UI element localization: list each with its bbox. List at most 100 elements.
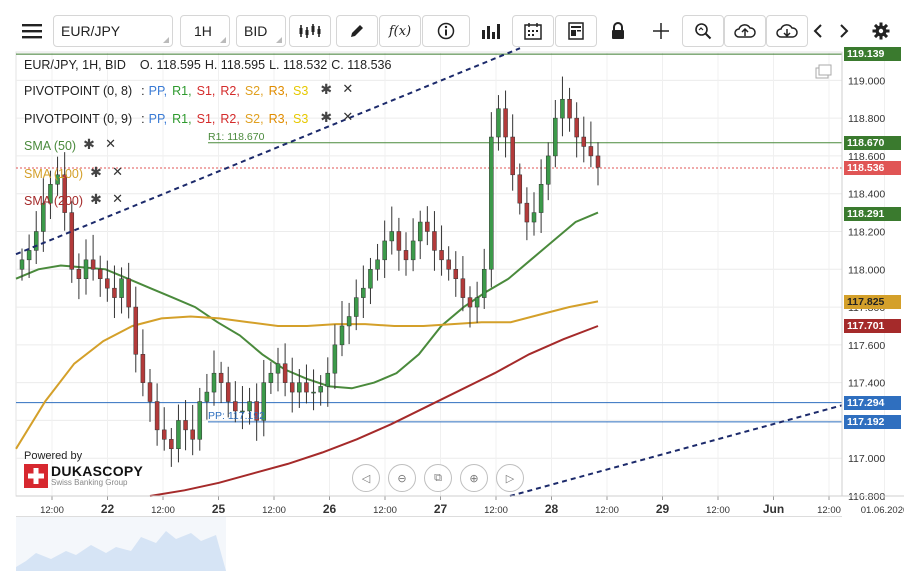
- r1-label: R1,: [172, 112, 192, 126]
- triangle-left-icon: ◁: [361, 471, 371, 485]
- upload-button[interactable]: [724, 15, 766, 47]
- candle-body: [339, 325, 345, 346]
- draw-button[interactable]: [336, 15, 378, 47]
- fit-button[interactable]: ⧉: [424, 464, 452, 492]
- candles: [19, 76, 601, 467]
- brand-block: Powered by DUKASCOPY Swiss Banking Group: [24, 450, 143, 488]
- candle-body: [446, 259, 451, 270]
- side-label: BID: [244, 23, 268, 39]
- y-tick-label: 117.400: [848, 378, 885, 390]
- candle-body: [26, 250, 32, 261]
- candle-body: [176, 420, 181, 450]
- candle-body: [83, 259, 89, 279]
- menu-icon: [22, 24, 42, 39]
- zoom-button[interactable]: [682, 15, 724, 47]
- download-button[interactable]: [766, 15, 808, 47]
- scroll-right-button[interactable]: [834, 15, 854, 47]
- zoom-in-button[interactable]: ⊕: [460, 464, 488, 492]
- info-button[interactable]: [422, 15, 470, 47]
- template-button[interactable]: [555, 15, 597, 47]
- candle-body: [19, 259, 25, 270]
- candle-body: [567, 98, 572, 119]
- candle-body: [318, 386, 323, 393]
- candle-body: [90, 259, 96, 270]
- candle-body: [332, 344, 338, 374]
- indicator-pivot-1[interactable]: PIVOTPOINT (0, 8) : PP, R1, S1, R2, S2, …: [24, 82, 355, 98]
- s2-label: S2,: [244, 84, 264, 98]
- candle-body: [588, 146, 594, 157]
- candle-body: [112, 287, 117, 298]
- indicator-sma200[interactable]: SMA (200): [24, 192, 125, 208]
- crosshair-icon: [653, 23, 669, 39]
- crosshair-button[interactable]: [640, 15, 682, 47]
- close-icon[interactable]: [111, 165, 125, 181]
- y-tick-label: 118.200: [848, 226, 885, 238]
- pp-line-label: PP: 117.192: [208, 410, 266, 422]
- instrument-select[interactable]: EUR/JPY: [53, 15, 173, 47]
- candle-body: [211, 372, 217, 393]
- calendar-button[interactable]: [512, 15, 554, 47]
- sma50-line: [15, 211, 599, 390]
- candle-body: [275, 363, 281, 374]
- price-tag: 118.536: [844, 161, 901, 175]
- r3-label: R3,: [268, 112, 289, 126]
- y-tick-label: 119.000: [848, 75, 885, 87]
- side-select[interactable]: BID: [236, 15, 286, 47]
- powered-by-text: Powered by: [24, 450, 83, 462]
- close-icon[interactable]: [341, 82, 355, 98]
- pan-right-button[interactable]: ▷: [496, 464, 524, 492]
- period-select[interactable]: 1H: [180, 15, 230, 47]
- indicator-sma50[interactable]: SMA (50): [24, 137, 118, 153]
- candle-body: [119, 278, 124, 298]
- y-tick-label: 117.600: [848, 340, 885, 352]
- indicator-name: PIVOTPOINT (0, 9): [24, 112, 133, 126]
- close-icon[interactable]: [341, 110, 355, 126]
- price-tag: 119.139: [844, 47, 901, 62]
- indicator-name: SMA (200): [24, 194, 84, 208]
- pan-left-button[interactable]: ◁: [352, 464, 380, 492]
- scroll-left-button[interactable]: [808, 15, 828, 47]
- candle-body: [126, 278, 131, 308]
- close-icon[interactable]: [111, 192, 125, 208]
- indicator-pivot-2[interactable]: PIVOTPOINT (0, 9) : PP, R1, S1, R2, S2, …: [24, 110, 355, 126]
- pencil-icon: [351, 25, 363, 37]
- gear-icon[interactable]: [320, 82, 334, 98]
- maximize-button[interactable]: [812, 62, 834, 82]
- hamburger-menu-icon[interactable]: [16, 15, 48, 47]
- maximize-icon: [815, 64, 832, 79]
- settings-button[interactable]: [866, 15, 896, 47]
- candle-body: [382, 240, 387, 261]
- chart-type-button[interactable]: [289, 15, 331, 47]
- zoom-out-button[interactable]: ⊖: [388, 464, 416, 492]
- gear-icon[interactable]: [90, 165, 104, 181]
- gear-icon[interactable]: [320, 110, 334, 126]
- candle-body: [169, 439, 174, 450]
- r2-label: R2,: [220, 84, 240, 98]
- candle-body: [33, 231, 39, 251]
- zoom-out-icon: ⊖: [397, 471, 407, 485]
- chart-nav-controls: ◁ ⊖ ⧉ ⊕ ▷: [352, 464, 532, 492]
- gear-icon[interactable]: [83, 137, 97, 153]
- lock-button[interactable]: [597, 15, 639, 47]
- close-icon[interactable]: [104, 137, 118, 153]
- candle-body: [538, 184, 544, 213]
- candle-body: [304, 382, 309, 393]
- chevron-left-icon: [813, 24, 822, 38]
- navigator-strip[interactable]: [16, 516, 842, 571]
- gear-icon[interactable]: [90, 192, 104, 208]
- s3-label: S3: [293, 112, 309, 126]
- indicators-button[interactable]: f(x): [379, 15, 421, 47]
- indicator-sma100[interactable]: SMA (100): [24, 165, 125, 181]
- cloud-download-icon: [776, 24, 798, 38]
- bar-chart-icon: [482, 24, 500, 39]
- gear-icon: [872, 22, 890, 40]
- ohlc-close: C. 118.536: [331, 58, 392, 72]
- volume-button[interactable]: [470, 15, 512, 47]
- candle-body: [218, 372, 224, 383]
- price-tag: 118.670: [844, 135, 901, 150]
- x-tick-label: 25: [212, 502, 226, 516]
- ohlc-prefix: EUR/JPY, 1H, BID: [24, 58, 126, 72]
- candle-body: [560, 98, 565, 119]
- y-tick-label: 118.800: [848, 113, 885, 125]
